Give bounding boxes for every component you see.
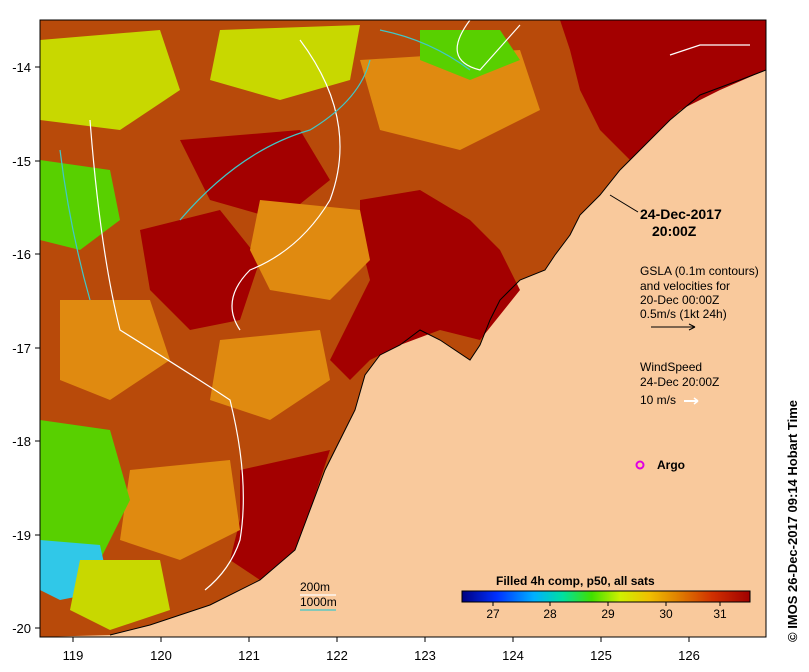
wind-scale-label: 10 m/s bbox=[640, 393, 676, 407]
colorbar bbox=[461, 590, 751, 603]
gsla-legend-line3: 20-Dec 00:00Z bbox=[640, 293, 719, 307]
sst-hot-south bbox=[230, 450, 330, 580]
sst-cool-patch-6 bbox=[70, 560, 170, 630]
sst-hot-west bbox=[140, 210, 260, 330]
date-pointer-line bbox=[609, 194, 639, 213]
map-plot-area bbox=[40, 20, 766, 637]
sst-cool-patch-1 bbox=[40, 30, 180, 130]
colorbar-tick-label: 29 bbox=[601, 607, 615, 621]
time-label: 20:00Z bbox=[652, 223, 697, 239]
depth-contour-1000m bbox=[59, 29, 471, 301]
velocity-arrowhead-icon bbox=[688, 323, 696, 331]
x-tick-label: 123 bbox=[414, 648, 436, 663]
colorbar-ticks: 27 28 29 30 31 bbox=[486, 602, 727, 621]
velocity-scale-label: 0.5m/s (1kt 24h) bbox=[640, 307, 727, 321]
x-tick-label: 126 bbox=[678, 648, 700, 663]
x-tick-label: 121 bbox=[238, 648, 260, 663]
colorbar-tick-label: 31 bbox=[713, 607, 727, 621]
sst-warm-patch-4 bbox=[360, 50, 540, 150]
depth-contour-200m bbox=[89, 20, 750, 591]
sst-hot-north bbox=[560, 20, 766, 160]
depth-1000-label: 1000m bbox=[300, 595, 337, 609]
sst-hot-coastal bbox=[330, 190, 520, 380]
y-tick-label: -20 bbox=[12, 621, 31, 636]
wind-legend-title: WindSpeed bbox=[640, 360, 702, 374]
x-axis: 119 120 121 122 123 124 125 126 bbox=[63, 637, 700, 663]
x-tick-label: 125 bbox=[590, 648, 612, 663]
depth-200-label: 200m bbox=[300, 580, 330, 594]
y-tick-label: -15 bbox=[12, 154, 31, 169]
x-tick-label: 120 bbox=[150, 648, 172, 663]
y-tick-label: -18 bbox=[12, 434, 31, 449]
y-axis: -14 -15 -16 -17 -18 -19 -20 bbox=[12, 60, 40, 636]
date-label: 24-Dec-2017 bbox=[640, 206, 722, 222]
y-tick-label: -14 bbox=[12, 60, 31, 75]
colorbar-tick-label: 28 bbox=[543, 607, 557, 621]
sst-warm-patch-3 bbox=[60, 300, 170, 400]
gsla-legend-line1: GSLA (0.1m contours) bbox=[640, 264, 759, 278]
x-tick-label: 122 bbox=[326, 648, 348, 663]
x-tick-label: 119 bbox=[63, 648, 84, 663]
wind-arrowhead-icon bbox=[693, 397, 699, 405]
sst-cool-patch-4 bbox=[40, 420, 130, 570]
sst-hot-mid bbox=[180, 130, 330, 220]
colorbar-title: Filled 4h comp, p50, all sats bbox=[496, 574, 655, 588]
y-tick-label: -19 bbox=[12, 528, 31, 543]
sst-warm-patch-1 bbox=[250, 200, 370, 300]
colorbar-tick-label: 27 bbox=[486, 607, 500, 621]
argo-float-marker[interactable] bbox=[635, 460, 645, 470]
sst-warm-patch-5 bbox=[120, 460, 240, 560]
sst-warm-patch-2 bbox=[210, 330, 330, 420]
argo-label: Argo bbox=[657, 458, 685, 472]
y-tick-label: -16 bbox=[12, 247, 31, 262]
gsla-legend-line2: and velocities for bbox=[640, 279, 730, 293]
y-tick-label: -17 bbox=[12, 341, 31, 356]
sst-cool-patch-2 bbox=[40, 160, 120, 250]
sst-cool-patch-7 bbox=[420, 30, 520, 80]
sst-cool-patch-3 bbox=[210, 25, 360, 100]
wind-legend-time: 24-Dec 20:00Z bbox=[640, 375, 719, 389]
colorbar-tick-label: 30 bbox=[659, 607, 673, 621]
imos-credit: © IMOS 26-Dec-2017 09:14 Hobart Time bbox=[785, 400, 800, 642]
map-frame bbox=[39, 19, 767, 638]
coastline bbox=[109, 69, 766, 636]
x-tick-label: 124 bbox=[502, 648, 524, 663]
